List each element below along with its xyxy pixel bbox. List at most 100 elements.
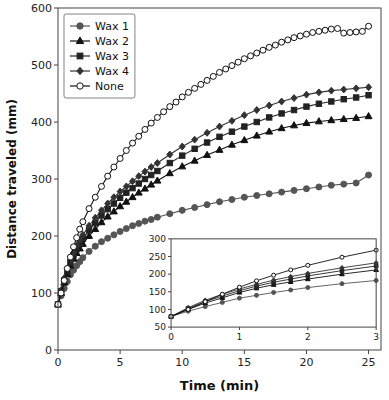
data-point — [366, 172, 372, 178]
data-point — [279, 111, 284, 116]
data-point — [148, 181, 155, 187]
data-point — [304, 104, 309, 109]
data-point — [353, 85, 359, 92]
plot-background — [171, 239, 376, 327]
data-point — [291, 35, 297, 41]
y-tick-label: 300 — [31, 173, 52, 186]
data-point — [255, 293, 259, 297]
y-tick-label: 100 — [149, 305, 166, 315]
x-tick-label: 10 — [175, 356, 189, 369]
x-tick — [58, 350, 59, 354]
legend-label: Wax 2 — [95, 35, 129, 48]
data-point — [229, 129, 234, 134]
series-line — [171, 281, 376, 317]
legend-item: Wax 3 — [70, 50, 129, 63]
data-point — [80, 219, 86, 225]
y-tick-label: 250 — [149, 252, 166, 262]
ticks: 012350100150200250300 — [149, 234, 379, 342]
data-point — [105, 235, 111, 241]
data-point — [80, 255, 86, 261]
data-point — [92, 194, 98, 200]
data-point — [210, 73, 216, 79]
legend-marker — [77, 83, 83, 89]
data-point — [155, 168, 160, 173]
data-point — [203, 300, 207, 304]
y-tick-label: 600 — [31, 2, 52, 15]
data-point — [303, 186, 309, 192]
y-tick — [54, 236, 58, 237]
data-point — [105, 200, 111, 207]
data-point — [192, 136, 198, 143]
data-point — [266, 191, 272, 197]
data-point — [353, 180, 359, 186]
data-point — [254, 193, 260, 199]
data-point — [61, 277, 67, 283]
data-point — [136, 173, 142, 180]
x-tick-label: 0 — [55, 356, 62, 369]
data-point — [123, 148, 129, 154]
data-point — [353, 95, 358, 100]
data-point — [266, 128, 273, 134]
data-point — [186, 307, 191, 311]
data-point — [229, 117, 235, 124]
data-point — [135, 189, 142, 195]
data-point — [229, 197, 235, 203]
inset-chart: 012350100150200250300 — [149, 234, 379, 342]
data-point — [204, 151, 211, 157]
data-point — [303, 31, 309, 37]
data-point — [67, 254, 73, 260]
series — [169, 261, 378, 319]
legend-marker — [77, 23, 83, 29]
y-tick-label: 500 — [31, 59, 52, 72]
data-point — [289, 268, 293, 272]
y-tick — [54, 8, 58, 9]
series-line — [171, 250, 376, 316]
data-point — [161, 109, 167, 115]
data-point — [130, 223, 136, 229]
data-point — [272, 42, 278, 48]
data-point — [167, 104, 173, 110]
data-point — [237, 296, 241, 300]
data-point — [154, 177, 161, 183]
data-point — [353, 114, 360, 120]
data-point — [148, 164, 154, 171]
y-tick-label: 300 — [149, 234, 166, 244]
y-tick-label: 100 — [31, 287, 52, 300]
data-point — [179, 207, 185, 213]
data-point — [341, 30, 347, 36]
data-point — [291, 107, 296, 112]
data-point — [167, 160, 172, 165]
data-point — [123, 198, 130, 204]
series-line — [171, 263, 376, 317]
data-point — [266, 102, 272, 109]
data-point — [303, 91, 309, 98]
data-point — [173, 99, 179, 105]
data-point — [98, 239, 104, 245]
legend-item: Wax 1 — [70, 20, 129, 33]
data-point — [105, 173, 111, 179]
legend-label: None — [95, 80, 124, 93]
data-point — [123, 226, 129, 232]
data-point — [353, 29, 359, 35]
data-point — [203, 301, 208, 305]
data-point — [179, 143, 185, 150]
data-point — [316, 184, 322, 190]
series — [169, 248, 378, 318]
data-point — [204, 129, 210, 136]
plot-frame — [58, 8, 381, 350]
data-point — [291, 122, 298, 128]
y-tick — [54, 122, 58, 123]
x-tick — [244, 350, 245, 354]
data-point — [220, 300, 224, 304]
data-point — [241, 112, 247, 119]
data-point — [92, 214, 98, 221]
data-point — [328, 117, 335, 123]
data-point — [129, 193, 136, 199]
data-point — [130, 185, 135, 190]
data-point — [306, 263, 310, 267]
data-point — [186, 307, 190, 311]
data-point — [111, 164, 117, 170]
data-point — [229, 63, 235, 69]
data-point — [329, 99, 334, 104]
data-point — [254, 107, 260, 114]
